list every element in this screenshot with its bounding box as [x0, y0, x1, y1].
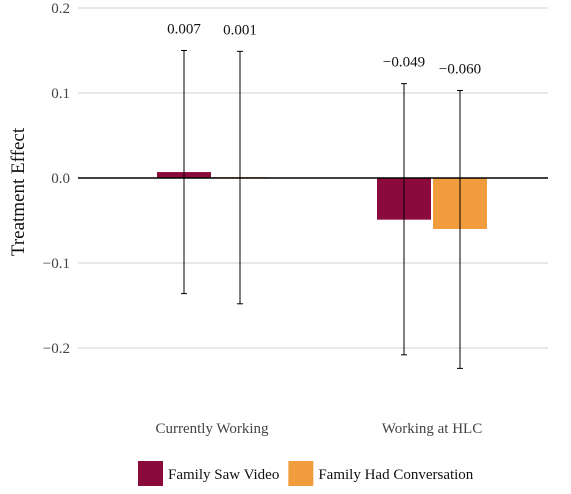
- value-label: −0.049: [383, 55, 425, 71]
- category-labels: Currently Working Working at HLC: [155, 421, 482, 437]
- y-tick-label: −0.2: [43, 341, 70, 357]
- category-label: Working at HLC: [382, 421, 482, 437]
- y-tick-label: 0.0: [51, 171, 70, 187]
- value-label: 0.001: [223, 22, 257, 38]
- legend: Family Saw Video Family Had Conversation: [138, 461, 474, 486]
- legend-swatch: [138, 461, 163, 486]
- gridlines: [78, 7, 548, 349]
- error-bars: [181, 50, 463, 369]
- value-label: 0.007: [167, 22, 201, 38]
- legend-item: Family Had Conversation: [288, 461, 474, 486]
- legend-label: Family Had Conversation: [318, 467, 473, 483]
- legend-label: Family Saw Video: [168, 467, 279, 483]
- y-tick-label: 0.1: [51, 86, 70, 102]
- category-label: Currently Working: [155, 421, 269, 437]
- value-label: −0.060: [439, 61, 481, 77]
- value-labels: 0.007 −0.049 0.001 −0.060: [167, 22, 481, 78]
- legend-item: Family Saw Video: [138, 461, 279, 486]
- y-tick-label: −0.1: [43, 256, 70, 272]
- legend-swatch: [288, 461, 314, 486]
- bars: [157, 172, 487, 229]
- y-tick-labels: 0.2 0.1 0.0 −0.1 −0.2: [43, 1, 70, 357]
- y-axis-label: Treatment Effect: [8, 127, 29, 256]
- y-tick-label: 0.2: [51, 1, 70, 17]
